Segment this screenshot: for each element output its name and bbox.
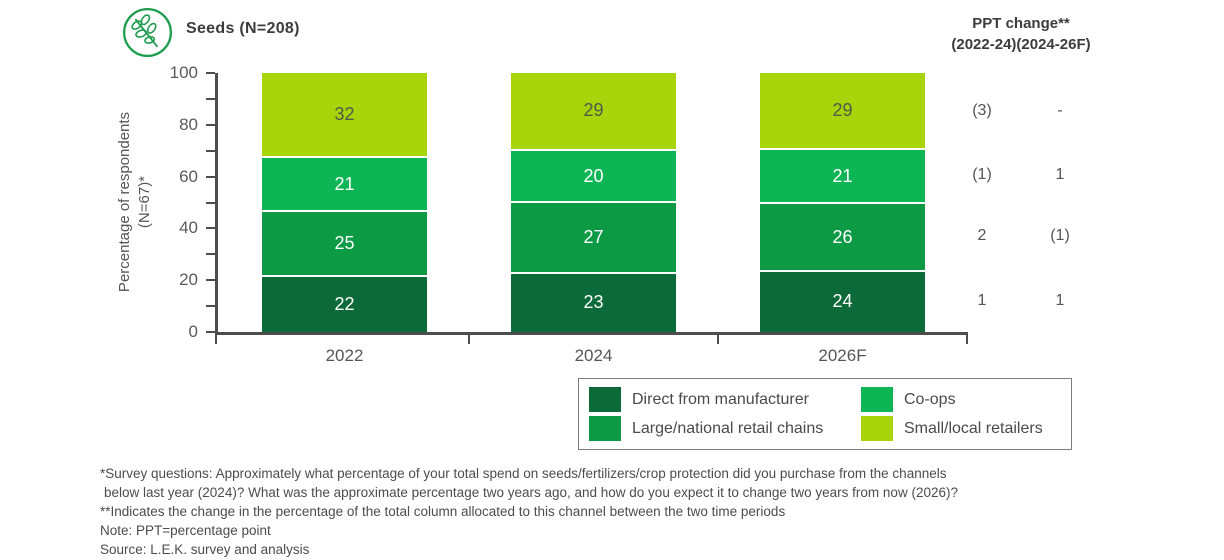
bar-segment: 29 — [511, 73, 676, 149]
y-axis-tick — [206, 123, 215, 126]
ppt-change-value: (3) — [972, 101, 992, 119]
y-axis-tick — [206, 331, 215, 333]
bar-2024: 29 20 27 23 — [511, 73, 676, 332]
stacked-bar-plot: 0 20 40 60 80 100 32 21 25 22 2022 29 20 27 23 2024 29 21… — [170, 63, 968, 365]
y-axis-tick-label: 80 — [179, 114, 198, 134]
y-axis-tick — [206, 253, 215, 256]
y-axis-title: Percentage of respondents (N=67)* — [115, 112, 155, 292]
footnote-source: Source: L.E.K. survey and analysis — [100, 542, 310, 557]
x-axis-tick — [215, 335, 217, 344]
y-axis-tick-label: 0 — [188, 322, 198, 341]
bar-segment: 22 — [262, 275, 427, 332]
y-axis-tick-label: 60 — [179, 166, 198, 186]
bar-segment: 26 — [760, 202, 925, 270]
bar-segment: 27 — [511, 201, 676, 272]
y-axis-tick-label: 20 — [179, 270, 198, 290]
y-axis-tick-label: 40 — [179, 218, 198, 238]
x-category-label: 2026F — [818, 346, 867, 365]
x-axis-tick — [468, 335, 470, 344]
y-axis-tick — [206, 97, 215, 100]
footnote-survey-question-line1: *Survey questions: Approximately what pe… — [100, 466, 947, 481]
y-axis-tick — [206, 149, 215, 152]
y-axis-tick — [206, 72, 215, 74]
legend-swatch — [589, 387, 621, 412]
ppt-change-value: (1) — [972, 166, 992, 184]
footnote-ppt-change-definition: **Indicates the change in the percentage… — [100, 504, 786, 519]
ppt-change-header-line1: PPT change** — [972, 15, 1070, 32]
ppt-change-header: PPT change** (2022-24)(2024-26F) — [931, 13, 1111, 55]
y-axis-tick — [206, 201, 215, 204]
y-axis-tick — [206, 175, 215, 178]
ppt-change-value: 1 — [1055, 166, 1065, 184]
footnote-survey-question-line2: below last year (2024)? What was the app… — [104, 485, 958, 500]
legend-item-small-local-retailers: Small/local retailers — [861, 416, 1061, 441]
page-title: Seeds (N=208) — [186, 20, 300, 37]
bar-segment: 20 — [511, 148, 676, 202]
y-axis-tick — [206, 279, 215, 282]
ppt-change-value: (1) — [1050, 227, 1070, 245]
y-axis-tick-label: 100 — [169, 63, 198, 82]
y-axis-tick — [206, 227, 215, 230]
x-category-label: 2024 — [574, 346, 613, 365]
bar-segment: 25 — [262, 210, 427, 275]
footnotes: *Survey questions: Approximately what pe… — [100, 464, 958, 559]
legend: Direct from manufacturer Co-ops Large/na… — [578, 378, 1072, 450]
y-axis-title-line2: (N=67)* — [136, 175, 153, 229]
ppt-change-value: 2 — [977, 227, 987, 245]
ppt-change-value: 1 — [1055, 291, 1065, 309]
bar-segment: 24 — [760, 269, 925, 332]
bar-segment: 29 — [760, 73, 925, 149]
legend-label: Small/local retailers — [904, 419, 1043, 437]
bar-2022: 32 21 25 22 — [262, 73, 427, 332]
legend-item-direct-from-manufacturer: Direct from manufacturer — [589, 387, 861, 412]
bar-2026F: 29 21 26 24 — [760, 73, 925, 332]
legend-item-large-national-retail-chains: Large/national retail chains — [589, 416, 861, 441]
x-axis-tick — [717, 335, 719, 344]
y-axis-tick — [206, 305, 215, 308]
legend-item-co-ops: Co-ops — [861, 387, 1061, 412]
seedling-branch-icon — [122, 7, 173, 58]
bar-segment: 32 — [262, 73, 427, 156]
ppt-change-header-line2: (2022-24)(2024-26F) — [951, 36, 1091, 53]
bar-segment: 23 — [511, 271, 676, 332]
y-axis-title-line1: Percentage of respondents — [116, 111, 133, 293]
footnote-note: Note: PPT=percentage point — [100, 523, 271, 538]
bar-segment: 21 — [760, 148, 925, 203]
x-axis-tick — [966, 335, 968, 344]
legend-swatch — [589, 416, 621, 441]
legend-label: Co-ops — [904, 390, 956, 408]
legend-swatch — [861, 387, 893, 412]
ppt-change-value: - — [1057, 101, 1063, 119]
legend-label: Direct from manufacturer — [632, 390, 809, 408]
x-category-label: 2022 — [325, 346, 364, 365]
ppt-change-value: 1 — [977, 291, 987, 309]
bar-segment: 21 — [262, 155, 427, 211]
legend-swatch — [861, 416, 893, 441]
legend-label: Large/national retail chains — [632, 419, 824, 437]
